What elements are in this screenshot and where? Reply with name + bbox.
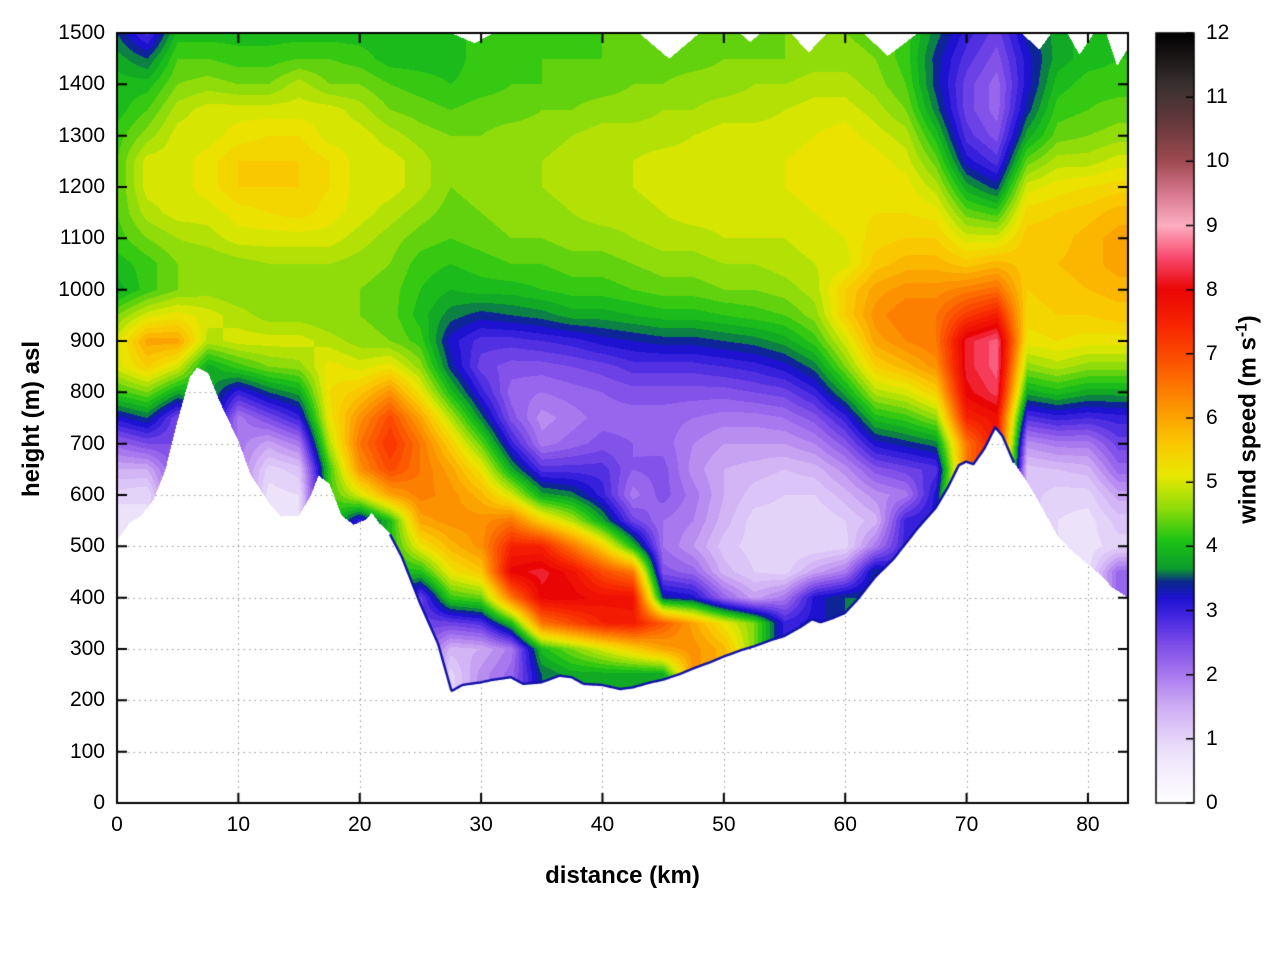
y-tick-label: 800: [69, 380, 105, 404]
x-tick-label: 20: [348, 813, 372, 836]
x-tick-label: 70: [954, 813, 979, 836]
colorbar-tick-label: 2: [1206, 662, 1218, 686]
y-tick-label: 500: [69, 534, 105, 558]
x-axis-label: distance (km): [545, 862, 700, 889]
y-tick-label: 200: [69, 688, 105, 712]
colorbar-tick-label: 7: [1206, 341, 1218, 365]
x-tick-label: 60: [833, 813, 857, 836]
y-tick-label: 0: [93, 791, 105, 814]
y-tick-label: 1300: [58, 123, 105, 147]
colorbar-tick-label: 12: [1206, 21, 1230, 44]
x-tick-label: 30: [469, 813, 493, 836]
y-axis-label: height (m) asl: [18, 341, 45, 498]
colorbar-tick-label: 3: [1206, 598, 1218, 622]
y-tick-label: 700: [69, 431, 105, 455]
colorbar-tick-label: 6: [1206, 406, 1218, 429]
colorbar-tick-label: 9: [1206, 213, 1218, 237]
colorbar-tick-label: 10: [1206, 149, 1230, 173]
colorbar-tick-label: 8: [1206, 277, 1218, 301]
y-tick-label: 600: [69, 483, 105, 506]
x-tick-label: 10: [226, 813, 251, 836]
colorbar-tick-label: 0: [1206, 791, 1218, 814]
colorbar-tick-label: 1: [1206, 726, 1218, 750]
colorbar-label: wind speed (m s-1): [1233, 315, 1262, 524]
y-tick-label: 400: [69, 585, 105, 609]
y-tick-label: 300: [69, 637, 105, 660]
y-tick-label: 100: [69, 739, 105, 763]
y-tick-label: 1200: [58, 175, 105, 198]
y-tick-label: 1000: [58, 277, 105, 301]
x-tick-label: 40: [590, 813, 615, 836]
x-tick-label: 80: [1076, 813, 1100, 836]
colorbar-tick-label: 11: [1206, 85, 1228, 109]
x-tick-label: 50: [712, 813, 736, 836]
colorbar-tick-label: 5: [1206, 470, 1218, 494]
y-tick-label: 1400: [58, 72, 105, 96]
y-tick-label: 1100: [59, 226, 105, 250]
x-tick-label: 0: [111, 813, 123, 836]
colorbar-tick-label: 4: [1206, 534, 1218, 558]
y-tick-label: 1500: [58, 21, 105, 44]
y-tick-label: 900: [69, 329, 105, 352]
